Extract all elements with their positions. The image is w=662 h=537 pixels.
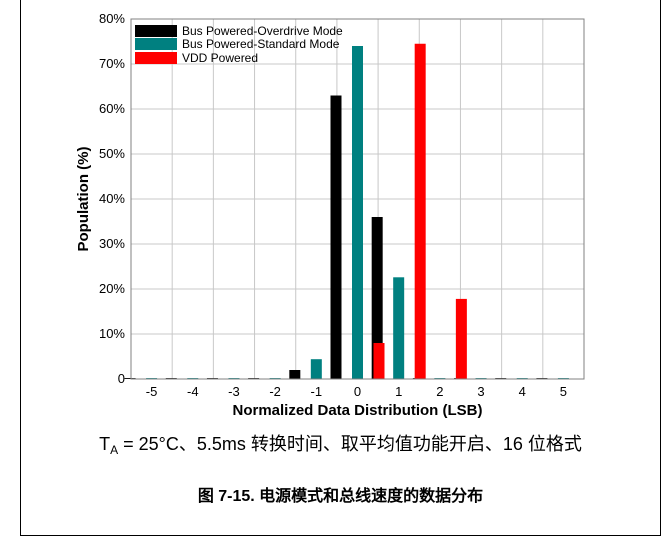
x-tick-label: 4	[519, 384, 526, 399]
x-tick-label: -2	[269, 384, 281, 399]
t-symbol: T	[99, 434, 111, 454]
bar	[310, 359, 322, 379]
y-tick-label: 70%	[99, 56, 125, 71]
x-tick-label: -3	[228, 384, 240, 399]
x-tick-label: -1	[311, 384, 323, 399]
legend-swatch	[135, 52, 177, 64]
bar	[124, 378, 136, 379]
plot-border	[130, 18, 585, 380]
legend-label: VDD Powered	[182, 51, 258, 65]
test-conditions-note: TA = 25°C、5.5ms 转换时间、取平均值功能开启、16 位格式	[20, 430, 661, 457]
figure-caption: 图 7-15. 电源模式和总线速度的数据分布	[197, 488, 484, 505]
y-tick-label: 10%	[99, 326, 125, 341]
y-tick-label: 40%	[99, 191, 125, 206]
x-axis-title: Normalized Data Distribution (LSB)	[232, 402, 482, 419]
x-tick-label: 1	[395, 384, 402, 399]
x-tick-label: 5	[560, 384, 567, 399]
x-tick-label: -5	[146, 384, 158, 399]
bar	[455, 298, 467, 379]
y-tick-label: 30%	[99, 236, 125, 251]
bar	[352, 46, 363, 379]
bar	[330, 95, 342, 379]
bar	[289, 370, 301, 379]
conditions-text: = 25°C、5.5ms 转换时间、取平均值功能开启、16 位格式	[118, 434, 582, 454]
y-tick-label: 80%	[99, 11, 125, 26]
legend-swatch	[135, 25, 177, 37]
legend-label: Bus Powered-Overdrive Mode	[182, 24, 343, 38]
x-tick-label: 2	[436, 384, 443, 399]
x-tick-label: -4	[187, 384, 199, 399]
legend-label: Bus Powered-Standard Mode	[182, 37, 340, 51]
x-tick-label: 0	[354, 384, 361, 399]
chart: 0 10% 20% 30% 40% 50% 60% 70% 80% -5 -4 -3 -2 -1 0 1 2 3 4…	[75, 11, 585, 419]
bar	[373, 343, 385, 379]
x-tick-label: 3	[477, 384, 484, 399]
bar	[414, 43, 426, 379]
legend-swatch	[135, 38, 177, 50]
bar	[371, 217, 383, 379]
y-axis-title: Population (%)	[75, 147, 92, 252]
y-tick-label: 20%	[99, 281, 125, 296]
bar	[393, 277, 405, 379]
y-tick-label: 50%	[99, 146, 125, 161]
t-subscript: A	[110, 443, 119, 457]
y-tick-label: 0	[118, 371, 125, 386]
figure-frame	[20, 0, 661, 536]
y-tick-label: 60%	[99, 101, 125, 116]
